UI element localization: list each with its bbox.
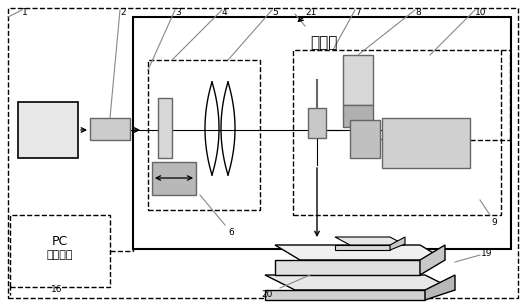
Text: 16: 16 bbox=[51, 285, 63, 294]
Polygon shape bbox=[275, 260, 420, 275]
Bar bbox=[343, 55, 373, 105]
Bar bbox=[10, 215, 110, 287]
Bar bbox=[133, 17, 511, 249]
Polygon shape bbox=[335, 245, 390, 250]
Bar bbox=[152, 162, 196, 195]
Bar bbox=[308, 108, 326, 138]
Text: 扫描头: 扫描头 bbox=[310, 35, 337, 50]
Bar bbox=[350, 120, 380, 158]
Text: 控制系统: 控制系统 bbox=[47, 250, 73, 260]
Text: 20: 20 bbox=[261, 290, 273, 299]
Bar bbox=[382, 118, 470, 168]
Text: 7: 7 bbox=[355, 8, 361, 17]
Text: 21: 21 bbox=[305, 8, 316, 17]
Text: 10: 10 bbox=[475, 8, 486, 17]
Bar bbox=[343, 105, 373, 127]
Text: 4: 4 bbox=[222, 8, 228, 17]
Polygon shape bbox=[275, 245, 445, 260]
Polygon shape bbox=[390, 237, 405, 250]
Text: 5: 5 bbox=[272, 8, 278, 17]
Bar bbox=[293, 50, 501, 215]
Polygon shape bbox=[420, 245, 445, 275]
Text: 2: 2 bbox=[120, 8, 125, 17]
Polygon shape bbox=[265, 275, 455, 290]
Bar bbox=[148, 60, 260, 210]
Text: 8: 8 bbox=[415, 8, 421, 17]
Text: 1: 1 bbox=[22, 8, 28, 17]
Text: 3: 3 bbox=[175, 8, 181, 17]
Bar bbox=[18, 102, 78, 158]
Text: PC: PC bbox=[52, 235, 68, 248]
Polygon shape bbox=[425, 275, 455, 300]
Polygon shape bbox=[335, 237, 405, 245]
Bar bbox=[158, 98, 172, 158]
Text: 19: 19 bbox=[481, 249, 493, 257]
Bar bbox=[90, 118, 130, 140]
Text: 6: 6 bbox=[228, 228, 234, 237]
Text: 9: 9 bbox=[491, 218, 497, 227]
Polygon shape bbox=[265, 290, 425, 300]
